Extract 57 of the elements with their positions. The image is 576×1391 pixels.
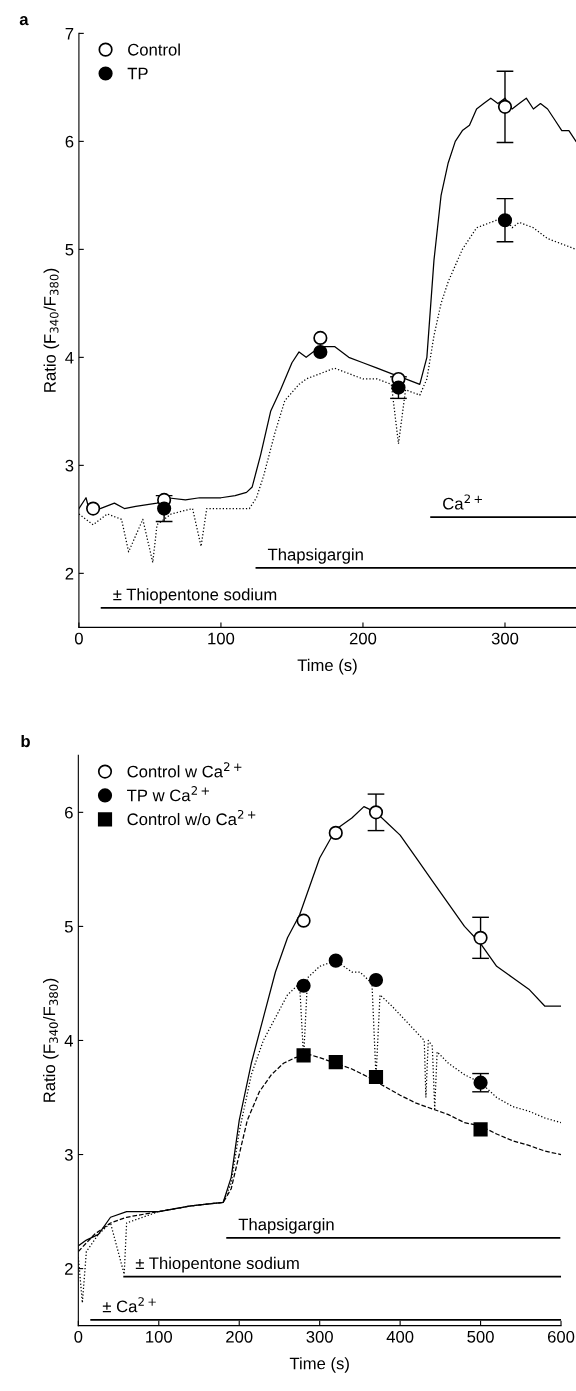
point bbox=[86, 501, 101, 516]
x-tick-label: 0 bbox=[74, 1330, 83, 1343]
y-tick-label: 6 bbox=[65, 806, 73, 819]
y-tick-label: 3 bbox=[64, 1148, 73, 1161]
chart-title: b bbox=[21, 734, 30, 748]
legend-label: TP bbox=[127, 67, 148, 80]
point bbox=[157, 501, 172, 516]
x-tick-label: 200 bbox=[349, 632, 377, 645]
point bbox=[497, 99, 513, 114]
x-tick-label: 100 bbox=[208, 632, 235, 645]
y-tick-label: 4 bbox=[65, 351, 74, 364]
chart-title: a bbox=[19, 16, 29, 26]
x-tick-label: 0 bbox=[74, 632, 83, 645]
point bbox=[391, 380, 406, 395]
y-axis-title: Ratio (F$_{340}$/F$_{380}$) bbox=[42, 978, 59, 1102]
point bbox=[497, 213, 513, 228]
x-tick-label: 600 bbox=[547, 1330, 575, 1343]
y-tick-label: 5 bbox=[64, 920, 73, 933]
legend-label: TP w Ca$^{2+}$ bbox=[127, 786, 209, 802]
x-axis-title: Time (s) bbox=[297, 658, 357, 675]
series-label: ± Ca$^{2+}$ bbox=[102, 1297, 156, 1313]
legend-label: Control w Ca$^{2+}$ bbox=[127, 762, 242, 778]
y-tick-label: 6 bbox=[65, 135, 74, 148]
point bbox=[368, 1069, 384, 1085]
point bbox=[328, 953, 343, 968]
y-tick-label: 2 bbox=[65, 567, 74, 580]
series-label: ± Thiopentone sodium bbox=[113, 588, 277, 604]
point bbox=[296, 913, 311, 928]
point bbox=[296, 1048, 311, 1063]
series-label: Thapsigargin bbox=[238, 1218, 334, 1234]
point bbox=[473, 930, 488, 945]
legend-label: Control bbox=[128, 43, 180, 56]
y-tick-label: 7 bbox=[65, 27, 74, 40]
point bbox=[473, 1122, 488, 1137]
y-axis-title: Ratio (F$_{340}$/F$_{380}$) bbox=[43, 268, 60, 392]
legend-label: Control w/o Ca$^{2+}$ bbox=[127, 809, 256, 826]
y-tick-label: 2 bbox=[65, 1262, 73, 1275]
x-tick-label: 200 bbox=[226, 1330, 253, 1343]
point bbox=[368, 972, 384, 988]
x-axis-title: Time (s) bbox=[289, 1357, 349, 1373]
series-label: ± Thiopentone sodium bbox=[135, 1256, 299, 1273]
point bbox=[328, 825, 343, 840]
x-tick-label: 300 bbox=[306, 1330, 333, 1343]
point bbox=[368, 805, 384, 820]
series-label: Ca$^{2+}$ bbox=[443, 494, 482, 510]
series-label: Thapsigargin bbox=[267, 548, 363, 564]
y-tick-label: 5 bbox=[65, 243, 74, 256]
x-tick-label: 100 bbox=[146, 1330, 173, 1343]
point bbox=[313, 330, 328, 346]
y-tick-label: 3 bbox=[65, 459, 74, 472]
y-tick-label: 4 bbox=[64, 1035, 73, 1047]
x-tick-label: 400 bbox=[386, 1330, 414, 1343]
x-tick-label: 500 bbox=[467, 1330, 494, 1343]
x-tick-label: 300 bbox=[491, 632, 519, 645]
point bbox=[296, 978, 311, 993]
point bbox=[328, 1055, 343, 1070]
point bbox=[313, 344, 328, 360]
